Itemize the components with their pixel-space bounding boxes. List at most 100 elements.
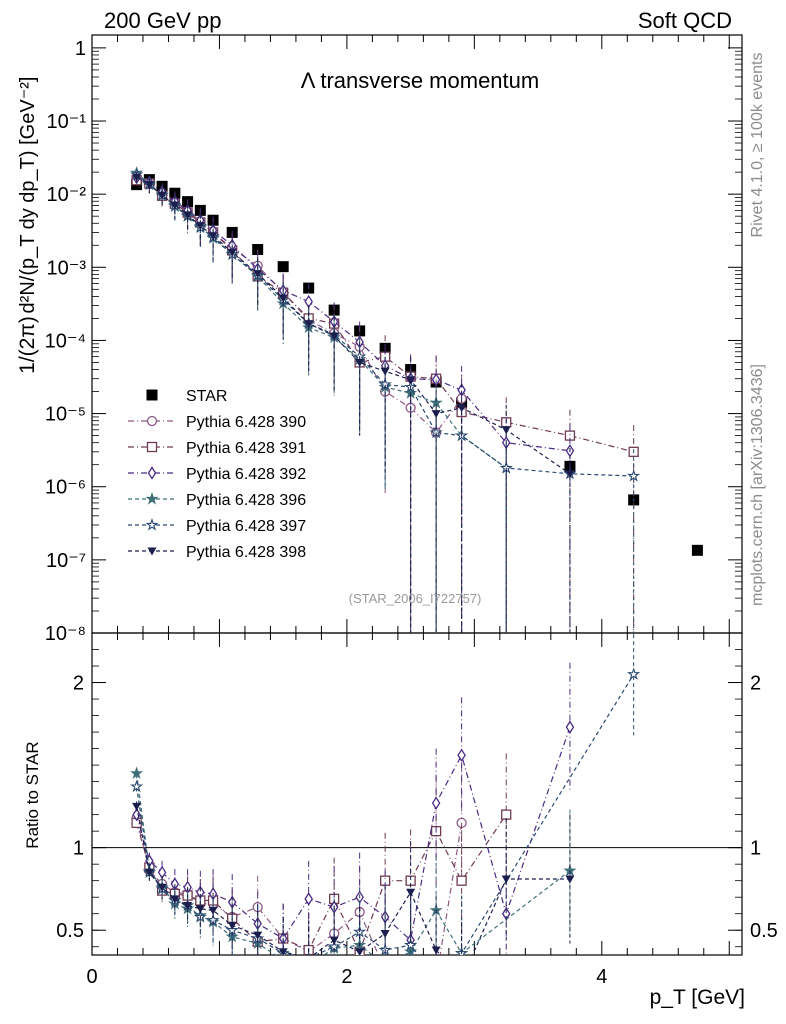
data-point [501, 426, 511, 435]
legend-label: Pythia 6.428 398 [186, 544, 306, 561]
ratio-point [157, 883, 167, 892]
ratio-y-tick-label: 1 [73, 838, 84, 860]
legend-marker [146, 441, 158, 453]
data-point [304, 320, 314, 329]
collision-label: 200 GeV pp [104, 8, 221, 33]
ratio-point [456, 875, 467, 886]
data-point [355, 358, 365, 367]
legend-label: Pythia 6.428 390 [186, 414, 306, 431]
data-point [277, 261, 289, 273]
ratio-point [307, 951, 310, 955]
rivet-version-label: Rivet 4.1.0, ≥ 100k events [749, 53, 766, 238]
data-point [252, 244, 264, 256]
ratio-point [132, 802, 142, 811]
y-tick-label: 10⁻⁶ [45, 477, 86, 499]
analysis-watermark: (STAR_2006_I722757) [349, 591, 482, 606]
y-axis-label: d²N/(p_T dy dp_T) [GeV⁻²] [17, 77, 39, 314]
ratio-point [501, 875, 511, 884]
data-point [170, 201, 180, 210]
y-tick-label: 10⁻¹ [47, 111, 87, 133]
data-point [431, 410, 441, 419]
data-point [627, 469, 641, 482]
y-tick-label: 10⁻⁴ [45, 330, 86, 352]
ratio-point [144, 868, 154, 877]
legend-item: Pythia 6.428 392 [128, 466, 306, 483]
y-tick-label: 10⁻⁸ [45, 623, 86, 645]
ratio-point [130, 766, 144, 779]
ratio-point [431, 946, 441, 955]
legend-item: Pythia 6.428 398 [128, 544, 306, 561]
legend-marker [145, 492, 159, 505]
legend-item: STAR [146, 388, 227, 405]
ratio-series-pythia-6-428-397 [130, 633, 641, 982]
legend-marker [145, 518, 159, 531]
data-point [227, 248, 237, 257]
series-line [136, 172, 507, 469]
y-tick-label: 10⁻⁵ [45, 404, 86, 426]
data-point [691, 544, 703, 556]
y-axis-prefix: 1/(2π) [16, 316, 39, 374]
data-point [380, 367, 390, 376]
legend-item: Pythia 6.428 397 [128, 518, 306, 535]
y-tick-label: 10⁻² [47, 184, 87, 206]
ratio-point [304, 954, 314, 955]
ratio-point [227, 921, 237, 930]
ratio-point [501, 809, 512, 820]
main-series-layer [130, 166, 703, 633]
legend: STAR Pythia 6.428 390 Pythia 6.428 391 Pyth… [128, 388, 306, 561]
x-tick-label: 0 [86, 966, 97, 988]
ratio-point [282, 953, 284, 955]
ratio-point [304, 892, 313, 906]
legend-label: Pythia 6.428 391 [186, 440, 306, 457]
ratio-point [404, 938, 418, 951]
legend-marker [147, 466, 157, 480]
ratio-y-tick-label-right: 1 [750, 838, 761, 860]
ratio-point [355, 948, 365, 955]
ratio-point [627, 667, 641, 680]
ratio-y-axis-label: Ratio to STAR [23, 741, 42, 848]
ratio-point [183, 901, 193, 910]
ratio-point [565, 875, 575, 884]
ratio-point [431, 973, 441, 982]
ratio-point [457, 748, 466, 762]
ratio-panel-frame [91, 632, 743, 956]
series-pythia-6-428-390 [131, 173, 467, 633]
ratio-y-tick-label-right: 0.5 [750, 920, 778, 942]
data-point [406, 376, 416, 385]
data-point [144, 181, 154, 190]
data-point [208, 232, 218, 241]
ratio-point [381, 965, 390, 974]
legend-label: Pythia 6.428 396 [186, 492, 306, 509]
legend-label: STAR [186, 388, 227, 405]
data-point [457, 383, 466, 397]
legend-label: Pythia 6.428 392 [186, 466, 306, 483]
data-point [132, 173, 142, 182]
ratio-point [195, 905, 205, 914]
legend-item: Pythia 6.428 396 [128, 492, 306, 509]
main-axis-ticks: 1 10⁻¹ 10⁻² 10⁻³ 10⁻⁴ 10⁻⁵ 10⁻⁶ 10⁻⁷ 10⁻⁸ [45, 35, 742, 645]
ratio-axis-ticks: 0.5 0.5 1 1 2 2 0 2 4 [56, 633, 778, 988]
ratio-point [380, 930, 390, 939]
ratio-series-line [136, 814, 507, 954]
data-point [329, 332, 339, 341]
y-tick-label: 1 [75, 38, 86, 60]
legend-marker [146, 389, 158, 401]
plot-title: Λ transverse momentum [301, 68, 539, 93]
ratio-point [406, 888, 416, 897]
ratio-point [565, 720, 575, 734]
ratio-series-layer [130, 633, 641, 982]
legend-marker [147, 547, 157, 556]
ratio-y-tick-label-right: 2 [750, 673, 761, 695]
data-point [157, 191, 167, 200]
ratio-series-pythia-6-428-392 [132, 662, 575, 955]
ratio-point [329, 936, 339, 945]
ratio-point [278, 948, 288, 955]
ratio-point [406, 960, 415, 969]
legend-label: Pythia 6.428 397 [186, 518, 306, 535]
y-tick-label: 10⁻³ [47, 257, 87, 279]
data-point [278, 294, 288, 303]
ratio-y-tick-label: 0.5 [56, 920, 84, 942]
mcplots-credit-label: mcplots.cern.ch [arXiv:1306.3436] [749, 364, 766, 606]
data-point [195, 222, 205, 231]
